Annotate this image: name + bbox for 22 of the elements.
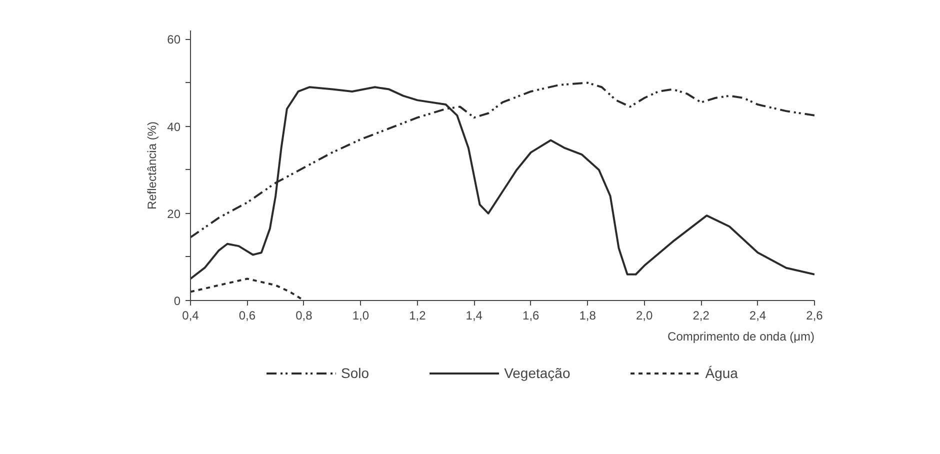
x-tick-label: 0,8 (296, 308, 313, 322)
legend-label: Água (705, 365, 738, 381)
y-tick-label: 0 (174, 294, 181, 308)
x-axis-title: Comprimento de onda (μm) (668, 330, 815, 344)
x-tick-label: 2,6 (806, 308, 824, 322)
legend-label: Solo (341, 365, 370, 381)
y-tick-label: 40 (167, 120, 181, 134)
y-tick-label: 60 (167, 32, 181, 47)
x-tick-label: 2,0 (636, 308, 653, 322)
x-tick-label: 2,4 (749, 308, 766, 322)
x-tick-label: 1,8 (579, 308, 596, 322)
x-tick-label: 0,4 (182, 308, 200, 322)
x-tick-label: 1,2 (409, 308, 426, 322)
x-tick-label: 1,0 (352, 308, 370, 322)
x-tick-label: 2,2 (692, 308, 710, 322)
legend-label: Vegetação (504, 365, 570, 381)
x-tick-label: 1,6 (522, 308, 540, 322)
y-axis-title: Reflectância (%) (145, 121, 160, 210)
line-series (190, 86, 814, 280)
x-tick-label: 0,6 (238, 308, 256, 322)
y-tick-label: 20 (167, 206, 181, 221)
x-tick-label: 1,4 (466, 308, 483, 322)
